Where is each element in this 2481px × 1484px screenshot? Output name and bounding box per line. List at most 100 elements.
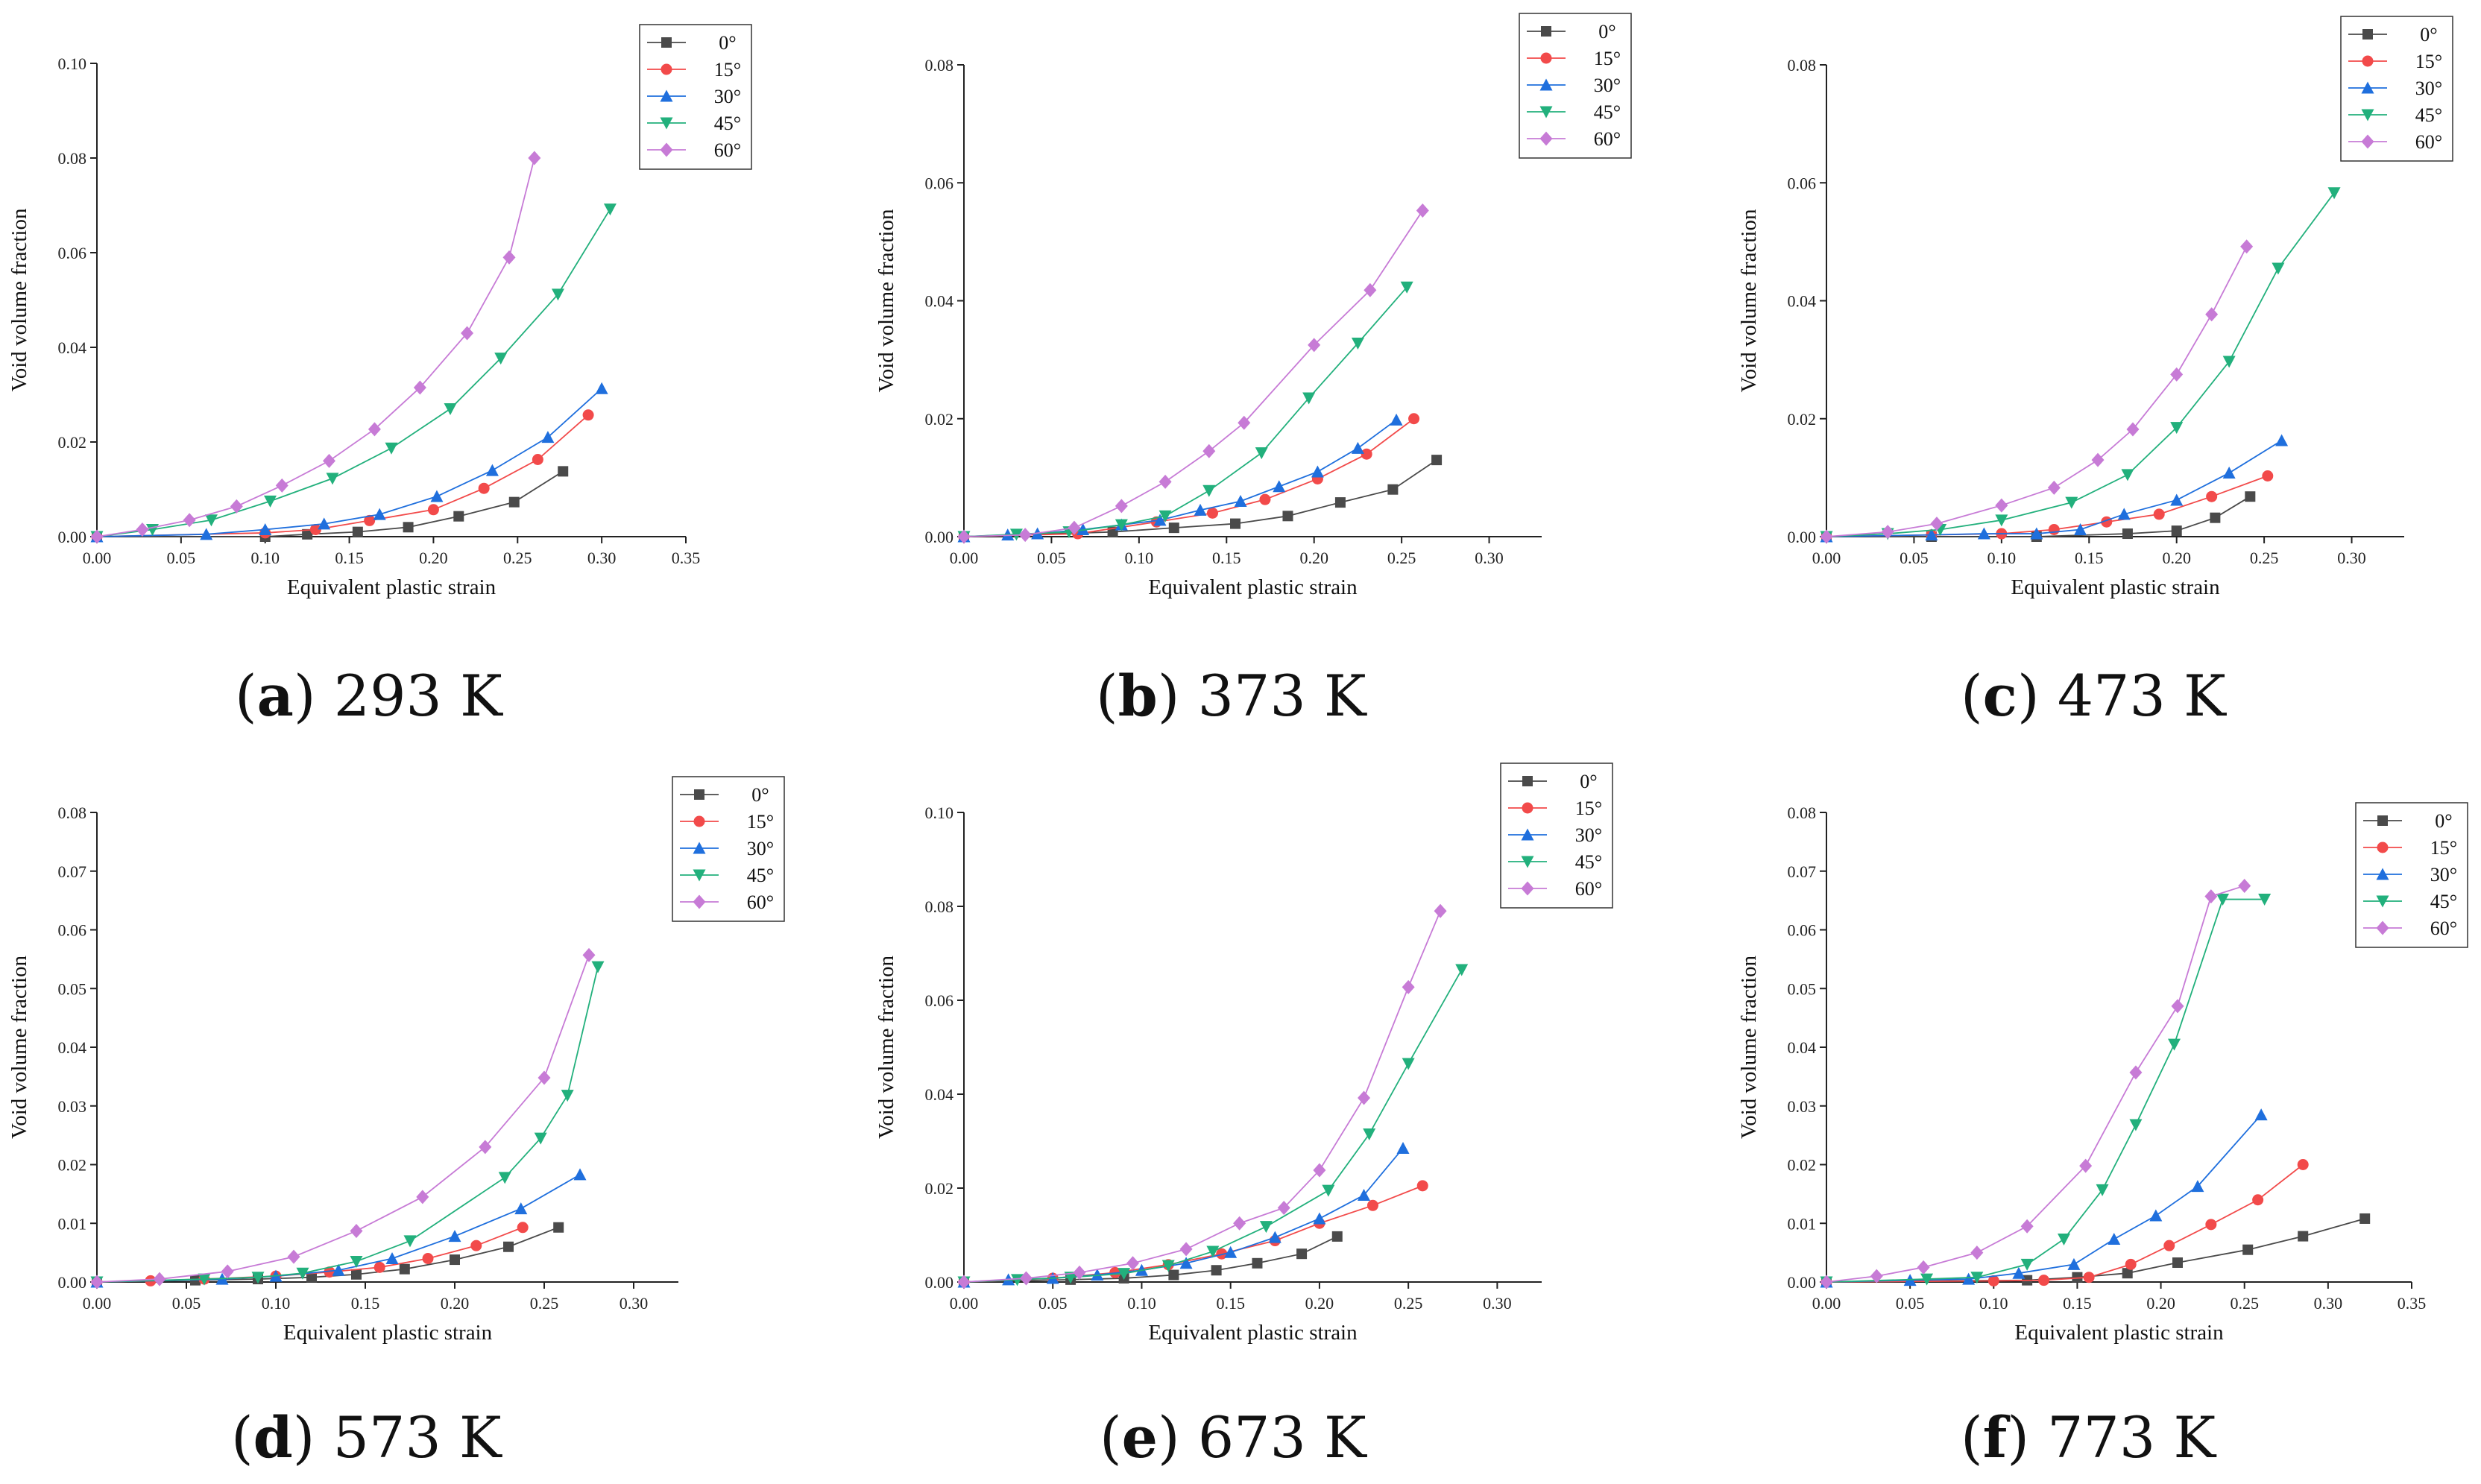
data-point [2206,490,2218,502]
caption-temperature: 293 K [334,663,503,729]
legend-marker [1540,52,1552,64]
x-axis-title: Equivalent plastic strain [1148,1321,1358,1345]
data-point [1416,1180,1428,1192]
data-point [385,1252,399,1264]
data-point [1224,1245,1238,1258]
x-axis-title: Equivalent plastic strain [283,1321,493,1345]
x-tick-label: 0.30 [2337,549,2366,567]
data-point [517,1222,529,1234]
y-tick-label: 0.04 [1788,292,1817,311]
legend-box [672,776,785,922]
y-tick-label: 0.08 [1788,803,1817,822]
x-tick-label: 0.00 [1812,1294,1841,1313]
y-axis-title: Void volume fraction [7,208,31,391]
x-tick-label: 0.20 [1305,1294,1334,1313]
data-point [2242,1244,2254,1255]
data-point [318,517,331,530]
panel-caption: (d) 573 K [231,1404,502,1471]
data-point [494,353,508,365]
legend-marker [1522,776,1533,786]
data-point [2205,307,2219,322]
data-point [450,1254,460,1266]
legend-marker [1521,856,1534,868]
data-point [200,528,213,540]
y-tick-label: 0.00 [925,1273,954,1292]
y-tick-label: 0.02 [925,410,954,429]
data-point [573,1168,587,1181]
data-point [2149,1209,2163,1222]
data-point [2210,512,2221,523]
legend-label: 0° [1598,21,1615,42]
x-tick-label: 0.30 [1475,549,1504,567]
caption-letter: e [1122,1404,1158,1471]
caption-temperature: 673 K [1198,1404,1367,1471]
data-point [1820,1275,1833,1289]
x-tick-label: 0.10 [262,1294,291,1313]
data-point [1302,392,1316,405]
x-tick-label: 0.15 [351,1294,380,1313]
data-point [1238,415,1251,430]
data-point [1995,498,2008,513]
data-point [479,1140,492,1155]
legend-marker [661,37,672,48]
data-point [2262,470,2274,482]
data-point [198,1273,211,1286]
data-point [2298,1231,2309,1242]
data-point [2038,1275,2050,1286]
data-point [595,382,608,394]
legend-marker [2376,921,2389,935]
y-tick-label: 0.02 [58,1156,87,1175]
legend-label: 15° [1575,798,1602,819]
x-tick-label: 0.25 [1387,549,1416,567]
data-point [350,1223,363,1238]
y-tick-label: 0.10 [58,54,87,73]
data-point [1313,1163,1326,1178]
data-point [183,513,196,528]
x-tick-label: 0.05 [1037,549,1066,567]
data-point [1255,447,1268,460]
series-1 [958,1180,1428,1288]
series-3 [957,964,1469,1289]
data-point [2096,1184,2109,1196]
data-point [1351,441,1364,454]
legend-label: 60° [747,891,774,913]
data-point [221,1264,234,1279]
data-point [1920,1273,1934,1286]
data-point [2168,1038,2181,1051]
x-axis-title: Equivalent plastic strain [2011,575,2220,599]
data-point [322,453,335,468]
data-point [2079,1158,2093,1173]
data-point [2072,1272,2083,1283]
data-point [1363,1128,1376,1141]
x-tick-label: 0.10 [1127,1294,1156,1313]
series-line [963,969,1463,1283]
y-tick-label: 0.02 [1788,410,1817,429]
data-point [1273,480,1286,493]
series-4 [90,947,596,1289]
data-point [1076,523,1090,536]
data-point [2327,187,2341,200]
data-point [2012,1266,2026,1279]
data-point [2240,239,2254,254]
data-point [373,1261,385,1273]
caption-letter: b [1118,663,1158,729]
legend-marker [693,869,706,882]
series-line [1826,1163,2304,1283]
series-line [963,418,1415,537]
data-point [2275,434,2289,446]
series-line [963,459,1437,537]
data-point [1206,1245,1220,1258]
data-point [2204,889,2218,904]
data-point [551,288,564,301]
data-point [275,478,289,493]
data-point [1153,514,1167,526]
legend-box [1500,762,1613,909]
y-tick-label: 0.04 [925,292,954,311]
legend-marker [2362,29,2373,40]
data-point [538,1070,551,1085]
legend-label: 30° [2430,864,2457,885]
data-point [1068,520,1081,535]
data-point [1400,281,1413,294]
y-tick-label: 0.04 [925,1085,954,1104]
y-tick-label: 0.02 [925,1179,954,1198]
